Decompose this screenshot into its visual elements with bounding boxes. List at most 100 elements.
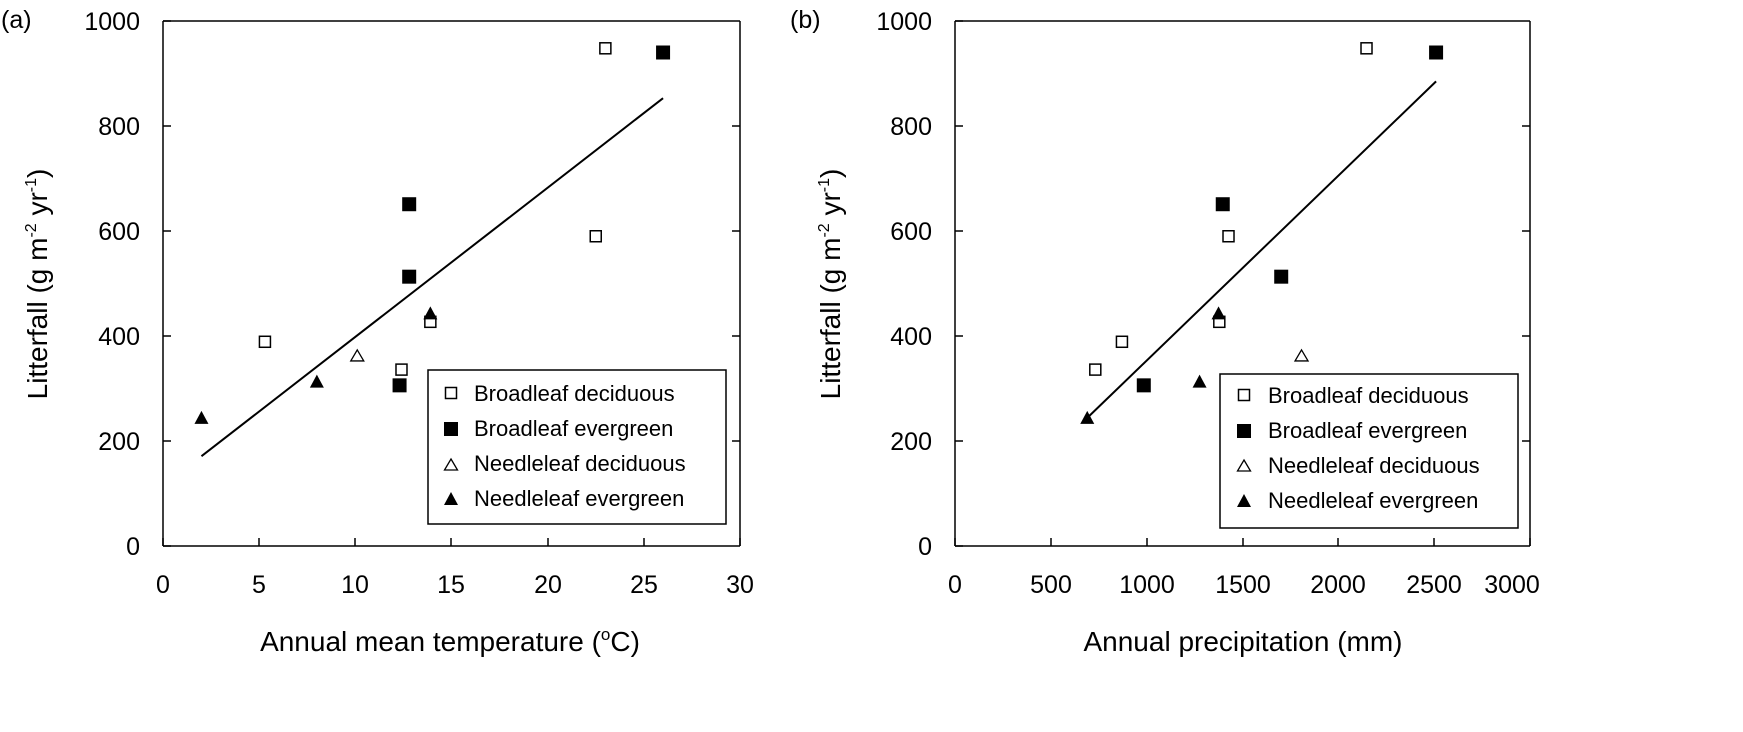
- data-point-triangle-filled: [423, 306, 438, 320]
- x-tick-label: 0: [156, 571, 170, 599]
- x-tick-label: 5: [252, 571, 266, 599]
- data-point-square-filled: [1215, 197, 1230, 212]
- x-tick-label: 500: [1030, 571, 1072, 599]
- data-point-square-open: [1115, 335, 1129, 349]
- data-point-square-open: [1222, 230, 1235, 243]
- data-point-triangle-filled: [1080, 410, 1095, 424]
- legend-label: Needleleaf evergreen: [474, 486, 684, 511]
- x-title-end: C): [610, 626, 640, 657]
- legend-label: Broadleaf evergreen: [1268, 418, 1467, 443]
- y-tick-label: 800: [98, 113, 140, 141]
- y-tick-label: 600: [890, 218, 932, 246]
- panel-b-x-ticks: 0 500 1000 1500 2000 2500 3000: [948, 538, 1540, 599]
- panel-a-x-axis-title: Annual mean temperature (oC): [260, 625, 640, 657]
- legend-box: [1219, 373, 1519, 529]
- y-title-sup2: -1: [23, 178, 40, 192]
- x-tick-label: 2500: [1406, 571, 1462, 599]
- y-tick-label: 800: [890, 113, 932, 141]
- x-tick-label: 30: [726, 571, 754, 599]
- y-tick-label: 400: [98, 323, 140, 351]
- data-point-square-filled: [1136, 378, 1151, 393]
- y-title-end: ): [22, 169, 53, 178]
- data-point-square-open: [1089, 363, 1102, 376]
- y-title-mid: yr: [815, 192, 846, 223]
- panel-a-y-axis-title: Litterfall (g m-2 yr-1): [22, 169, 53, 400]
- y-tick-label: 0: [126, 533, 140, 561]
- data-point-square-open: [258, 335, 272, 349]
- data-point-square-open: [599, 42, 612, 55]
- y-tick-label: 1000: [84, 8, 140, 36]
- trend-line: [1086, 80, 1437, 419]
- legend-marker-square-open: [444, 386, 458, 400]
- data-point-square-filled: [1429, 45, 1444, 60]
- x-tick-label: 1000: [1119, 571, 1175, 599]
- y-tick-label: 200: [890, 428, 932, 456]
- data-point-triangle-open: [1293, 348, 1310, 362]
- legend-marker-square-open: [1237, 388, 1251, 402]
- x-tick-label: 1500: [1215, 571, 1271, 599]
- legend-label: Broadleaf evergreen: [474, 416, 673, 441]
- y-title-main: Litterfall (g m: [22, 238, 53, 400]
- legend-label: Broadleaf deciduous: [1268, 383, 1469, 408]
- data-point-triangle-filled: [194, 410, 209, 424]
- panel-a: (a) 0 5 10 15 20 25 30: [1, 6, 754, 657]
- data-point-square-filled: [402, 269, 417, 284]
- x-tick-label: 15: [437, 571, 465, 599]
- x-title-degree: o: [601, 625, 610, 644]
- panel-b-x-axis-title: Annual precipitation (mm): [1083, 626, 1402, 657]
- data-point-square-open: [1360, 42, 1373, 55]
- legend-box: [427, 369, 727, 525]
- x-tick-label: 10: [341, 571, 369, 599]
- y-title-end: ): [815, 169, 846, 178]
- x-tick-label: 0: [948, 571, 962, 599]
- data-point-triangle-filled: [1192, 374, 1207, 388]
- x-tick-label: 20: [534, 571, 562, 599]
- data-point-square-filled: [402, 197, 417, 212]
- panel-a-label: (a): [1, 6, 32, 34]
- legend-label: Needleleaf evergreen: [1268, 488, 1478, 513]
- panel-b: (b) 0 500 1000 1500 2000 2500 3000: [790, 6, 1540, 657]
- data-point-square-filled: [656, 45, 671, 60]
- y-tick-label: 200: [98, 428, 140, 456]
- panel-a-data-points: [194, 42, 671, 424]
- data-point-triangle-open: [349, 348, 365, 362]
- y-tick-label: 1000: [876, 8, 932, 36]
- x-tick-label: 2000: [1310, 571, 1366, 599]
- data-point-triangle-filled: [1211, 306, 1226, 320]
- x-title-main: Annual mean temperature (: [260, 626, 602, 657]
- panel-b-y-ticks: 0 200 400 600 800 1000: [876, 8, 1530, 561]
- panel-a-x-ticks: 0 5 10 15 20 25 30: [156, 538, 754, 599]
- legend-label: Needleleaf deciduous: [1268, 453, 1480, 478]
- y-tick-label: 400: [890, 323, 932, 351]
- legend-label: Broadleaf deciduous: [474, 381, 675, 406]
- x-tick-label: 3000: [1484, 571, 1540, 599]
- legend-label: Needleleaf deciduous: [474, 451, 686, 476]
- panel-b-legend: Broadleaf deciduous Broadleaf evergreen …: [1219, 373, 1519, 529]
- y-title-mid: yr: [22, 192, 53, 223]
- legend-marker-square-filled: [1237, 424, 1251, 438]
- panel-b-y-axis-title: Litterfall (g m-2 yr-1): [815, 169, 846, 400]
- y-title-sup2: -1: [816, 178, 833, 192]
- y-tick-label: 0: [918, 533, 932, 561]
- data-point-square-open: [395, 363, 408, 376]
- y-title-main: Litterfall (g m: [815, 238, 846, 400]
- data-point-triangle-filled: [309, 374, 324, 388]
- y-title-sup1: -2: [816, 223, 833, 237]
- legend-marker-triangle-filled: [444, 492, 458, 505]
- panel-b-data-points: [1080, 42, 1444, 424]
- legend-marker-triangle-filled: [1237, 494, 1251, 507]
- panel-b-trendline: [1086, 80, 1437, 419]
- y-tick-label: 600: [98, 218, 140, 246]
- panel-b-label: (b): [790, 6, 821, 34]
- data-point-square-filled: [1274, 269, 1289, 284]
- legend-marker-triangle-open: [443, 457, 459, 471]
- panel-a-y-ticks: 0 200 400 600 800 1000: [84, 8, 740, 561]
- x-tick-label: 25: [630, 571, 658, 599]
- trend-line: [200, 97, 664, 458]
- legend-marker-square-filled: [444, 422, 458, 436]
- legend-marker-triangle-open: [1236, 458, 1252, 472]
- panel-a-trendline: [200, 97, 664, 458]
- y-title-sup1: -2: [23, 223, 40, 237]
- data-point-square-open: [589, 230, 602, 243]
